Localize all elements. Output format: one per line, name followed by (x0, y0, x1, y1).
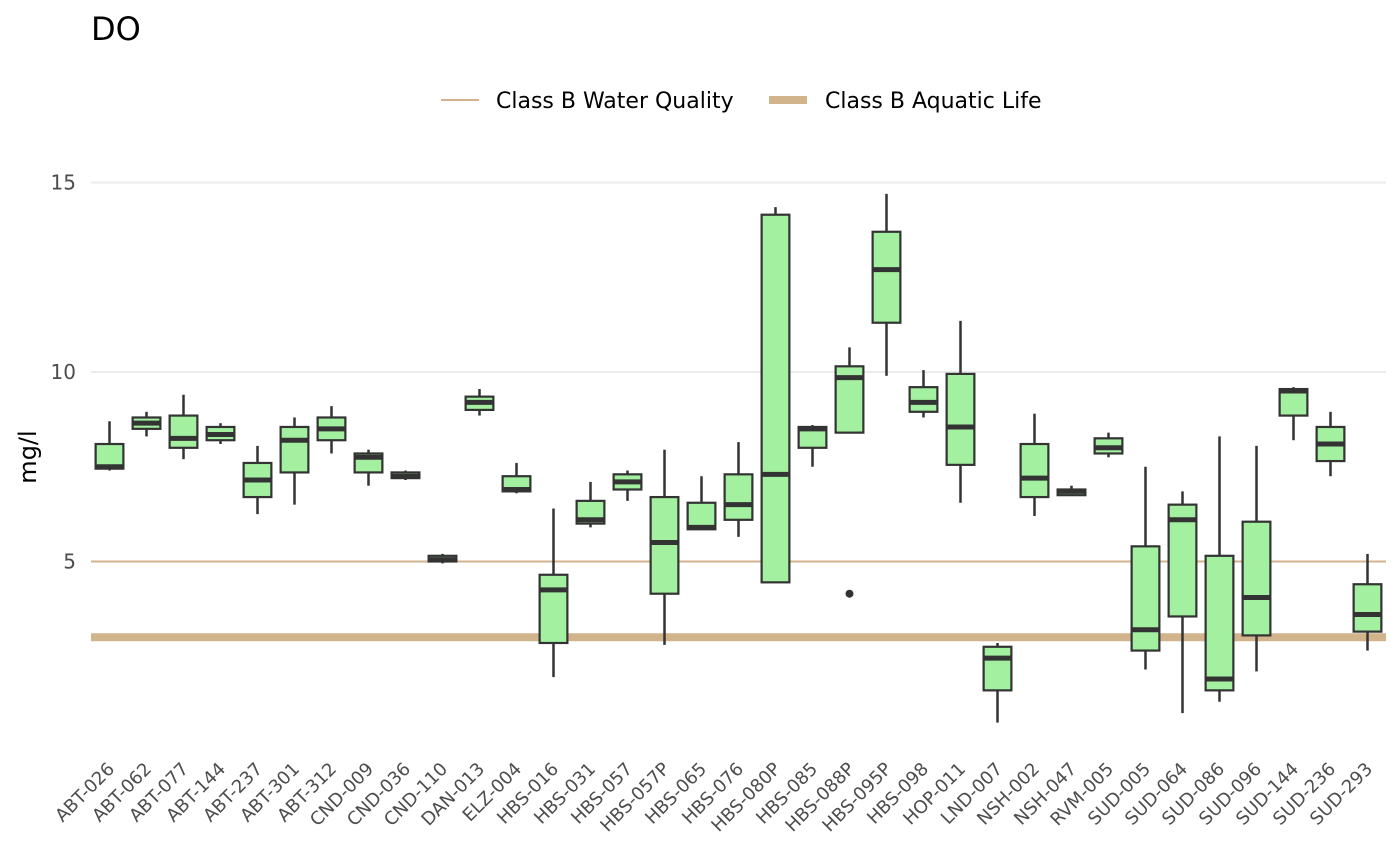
box-CND-110 (427, 553, 458, 564)
box-ABT-077 (168, 394, 199, 460)
box-ABT-026 (94, 421, 125, 471)
box-ABT-312 (316, 406, 347, 454)
box-HBS-057 (612, 470, 643, 501)
box-ABT-237 (242, 445, 273, 515)
box-body (1167, 503, 1198, 618)
box-HBS-080P (760, 207, 791, 584)
box-body (723, 473, 754, 521)
box-HBS-076 (723, 442, 754, 537)
box-DAN-013 (464, 389, 495, 416)
box-body (908, 386, 939, 413)
y-axis-ticks: 5 10 15 (51, 171, 76, 574)
box-SUD-144 (1278, 387, 1309, 441)
y-tick-label-5: 5 (63, 550, 76, 574)
boxplots (94, 193, 1383, 723)
box-SUD-005 (1130, 466, 1161, 670)
x-axis-ticks: ABT-026ABT-062ABT-077ABT-144ABT-237ABT-3… (51, 759, 1377, 837)
box-SUD-236 (1315, 411, 1346, 477)
box-body (1019, 442, 1050, 499)
outlier-point-0 (845, 589, 854, 598)
box-body (1241, 520, 1272, 637)
box-ABT-144 (205, 423, 236, 445)
box-HBS-057P (649, 449, 680, 645)
box-HBS-088P (834, 347, 865, 598)
box-CND-009 (353, 449, 384, 486)
box-body (760, 213, 791, 584)
box-HBS-031 (575, 481, 606, 528)
box-body (1352, 583, 1383, 633)
box-ELZ-004 (501, 462, 532, 494)
box-HBS-016 (538, 508, 569, 678)
box-body (1204, 554, 1235, 692)
box-SUD-086 (1204, 436, 1235, 702)
box-CND-036 (390, 470, 421, 481)
box-RVM-005 (1093, 432, 1124, 458)
legend-label-aquatic-life: Class B Aquatic Life (825, 89, 1042, 114)
box-ABT-301 (279, 417, 310, 505)
box-body (168, 414, 199, 449)
box-LND-007 (982, 642, 1013, 723)
box-SUD-293 (1352, 553, 1383, 651)
chart-title: DO (91, 10, 141, 48)
box-body (1130, 545, 1161, 652)
box-HBS-098 (908, 370, 939, 418)
box-HBS-085 (797, 425, 828, 467)
box-body (871, 230, 902, 324)
legend-label-water-quality: Class B Water Quality (496, 89, 734, 114)
y-tick-label-10: 10 (51, 360, 76, 384)
box-HBS-095P (871, 193, 902, 376)
box-SUD-064 (1167, 491, 1198, 714)
box-body (538, 573, 569, 645)
y-axis-title: mg/l (14, 430, 42, 483)
box-body (945, 372, 976, 466)
box-NSH-002 (1019, 413, 1050, 517)
box-body (279, 425, 310, 474)
box-ABT-062 (131, 411, 162, 437)
box-HBS-065 (686, 476, 717, 531)
box-SUD-096 (1241, 445, 1272, 672)
box-body (649, 495, 680, 595)
legend: Class B Water Quality Class B Aquatic Li… (441, 89, 1042, 114)
box-NSH-047 (1056, 485, 1087, 497)
y-tick-label-15: 15 (51, 171, 76, 195)
box-body (982, 645, 1013, 692)
box-HOP-011 (945, 320, 976, 503)
